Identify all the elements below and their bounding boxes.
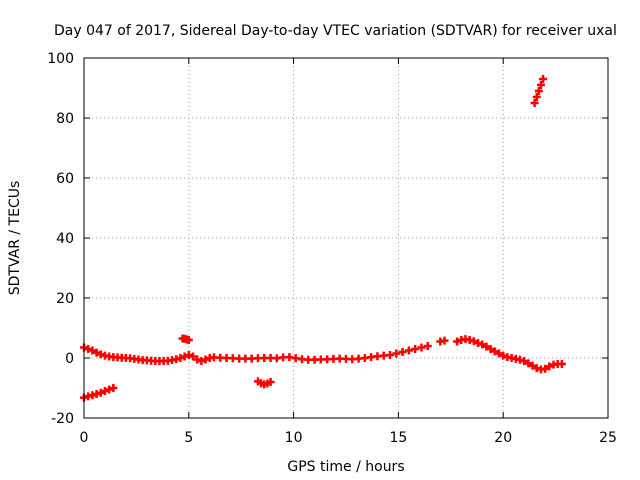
- y-tick-label: -20: [51, 411, 74, 427]
- data-point: [478, 340, 487, 349]
- y-tick-label: 80: [56, 111, 74, 127]
- data-point: [184, 336, 193, 344]
- series-blip-5h: [178, 334, 193, 344]
- data-point: [440, 336, 449, 345]
- y-tick-label: 60: [56, 171, 74, 187]
- data-point: [404, 346, 413, 355]
- data-point: [411, 345, 420, 353]
- data-point: [180, 352, 189, 361]
- y-axis-label: SDTVAR / TECUs: [7, 181, 23, 296]
- y-tick-label: 100: [47, 51, 74, 67]
- data-point: [386, 351, 395, 359]
- data-point: [453, 337, 462, 346]
- data-points: [80, 75, 566, 402]
- data-point: [417, 343, 426, 352]
- x-tick-label: 10: [285, 430, 303, 446]
- data-point: [532, 93, 541, 101]
- data-point: [84, 345, 93, 353]
- data-point: [486, 345, 495, 353]
- data-point: [100, 387, 109, 395]
- data-point: [536, 81, 545, 89]
- x-tick-label: 0: [80, 430, 89, 446]
- x-tick-label: 5: [184, 430, 193, 446]
- data-point: [474, 339, 483, 347]
- data-point: [109, 384, 118, 392]
- axis-ticks: -20 0 20 40 60 80 100 0 5 10 15 20 25: [47, 51, 617, 446]
- data-point: [495, 349, 504, 358]
- data-point: [197, 357, 206, 365]
- data-point: [392, 349, 401, 358]
- data-point: [545, 362, 554, 371]
- data-point: [398, 348, 407, 356]
- y-tick-label: 20: [56, 291, 74, 307]
- series-high-22h: [530, 75, 548, 107]
- data-point: [539, 75, 548, 83]
- data-point: [469, 337, 478, 346]
- data-point: [96, 388, 105, 397]
- data-point: [499, 351, 508, 360]
- y-tick-label: 40: [56, 231, 74, 247]
- data-point: [176, 354, 185, 362]
- data-point: [105, 385, 114, 394]
- data-point: [557, 360, 566, 368]
- data-point: [524, 359, 533, 368]
- data-point: [184, 351, 193, 359]
- chart-title: Day 047 of 2017, Sidereal Day-to-day VTE…: [54, 23, 617, 39]
- series-low-early: [80, 384, 118, 402]
- data-point: [534, 87, 543, 95]
- data-point: [520, 357, 529, 365]
- x-axis-label: GPS time / hours: [287, 459, 404, 475]
- data-point: [88, 346, 97, 355]
- data-point: [193, 355, 202, 364]
- x-tick-label: 20: [494, 430, 512, 446]
- data-point: [201, 355, 210, 364]
- data-point: [482, 342, 491, 351]
- data-point: [423, 342, 432, 350]
- data-point: [188, 352, 197, 361]
- x-tick-label: 25: [599, 430, 617, 446]
- data-point: [490, 347, 499, 356]
- series-dip-8h: [253, 377, 275, 389]
- x-tick-label: 15: [389, 430, 407, 446]
- data-point: [266, 378, 275, 386]
- y-tick-label: 0: [65, 351, 74, 367]
- data-point: [541, 364, 550, 373]
- data-point: [528, 361, 537, 370]
- data-point: [92, 348, 101, 357]
- series-main: [80, 335, 566, 374]
- plot-frame: [83, 57, 609, 419]
- data-point: [530, 99, 539, 107]
